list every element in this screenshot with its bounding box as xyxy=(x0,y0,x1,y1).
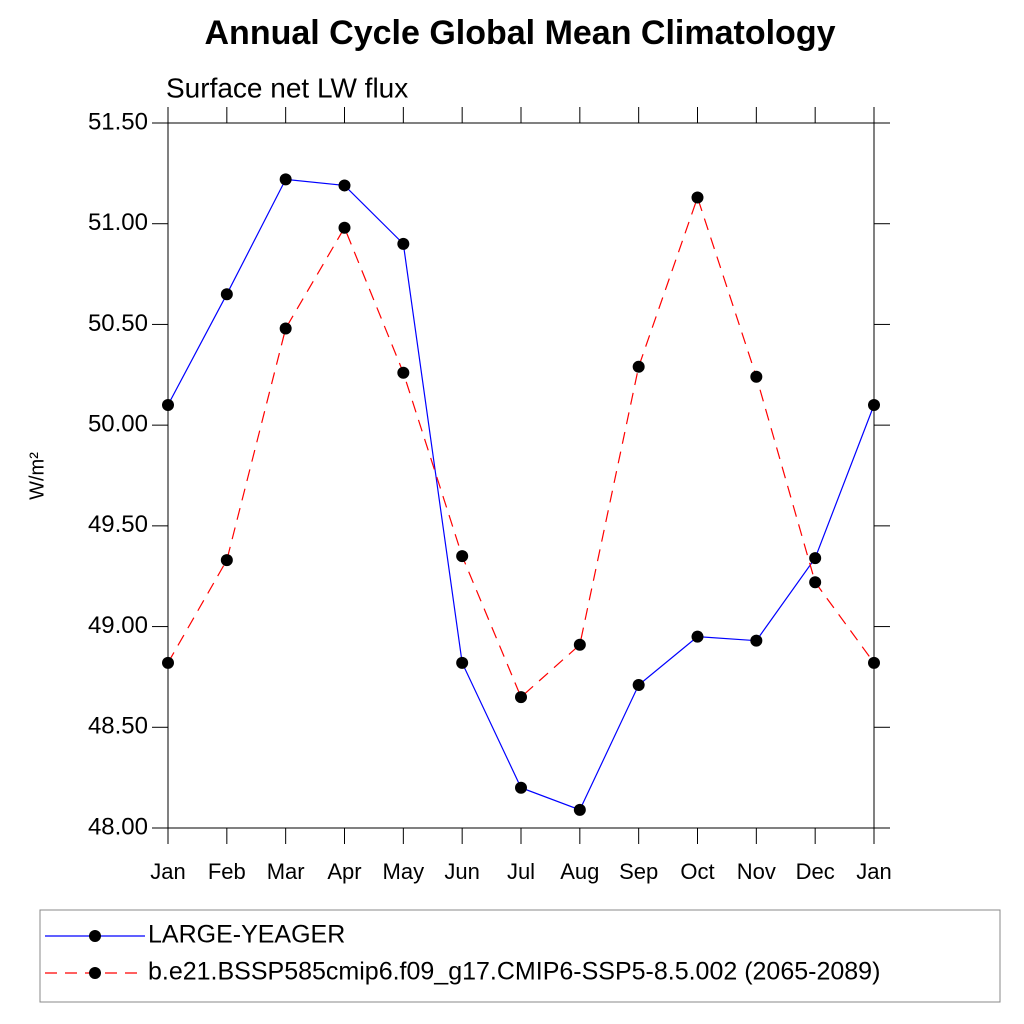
data-point xyxy=(397,237,410,250)
data-point xyxy=(456,656,469,669)
chart-subtitle: Surface net LW flux xyxy=(166,72,408,103)
data-point xyxy=(456,550,469,563)
data-point xyxy=(691,191,704,204)
y-tick-label: 48.00 xyxy=(88,813,148,840)
y-tick-label: 50.00 xyxy=(88,410,148,437)
data-point xyxy=(573,803,586,816)
data-point xyxy=(515,781,527,794)
legend-box xyxy=(39,909,1001,1003)
x-tick-label: Dec xyxy=(796,859,835,884)
x-tick-label: Mar xyxy=(267,859,305,884)
y-tick-label: 50.50 xyxy=(88,310,148,337)
x-tick-label: Jul xyxy=(507,859,535,884)
y-tick-label: 49.50 xyxy=(88,511,148,538)
data-point xyxy=(338,179,351,192)
data-point xyxy=(809,576,822,589)
data-point xyxy=(573,638,586,651)
data-point xyxy=(162,656,174,669)
y-axis-label: W/m² xyxy=(26,452,48,500)
data-point xyxy=(632,678,645,691)
legend-label: b.e21.BSSP585cmip6.f09_g17.CMIP6-SSP5-8.… xyxy=(148,958,880,986)
data-point xyxy=(220,554,233,567)
data-point xyxy=(691,630,704,643)
series-line xyxy=(167,195,875,699)
x-tick-label: Jan xyxy=(150,859,185,884)
data-point xyxy=(750,634,763,647)
data-point xyxy=(220,288,233,301)
x-tick-label: Jan xyxy=(856,859,891,884)
data-point xyxy=(632,360,645,373)
chart-title: Annual Cycle Global Mean Climatology xyxy=(205,14,836,52)
data-point xyxy=(750,370,763,383)
x-tick-label: Feb xyxy=(208,859,246,884)
x-tick-label: Jun xyxy=(444,859,479,884)
y-tick-label: 51.50 xyxy=(88,108,148,135)
data-point xyxy=(279,322,292,335)
plot-frame xyxy=(167,122,875,829)
series-line xyxy=(167,178,875,811)
data-point xyxy=(338,221,351,234)
x-tick-label: Aug xyxy=(560,859,599,884)
legend-label: LARGE-YEAGER xyxy=(148,921,345,949)
data-point xyxy=(279,173,292,186)
data-point xyxy=(868,656,880,669)
data-point xyxy=(162,399,174,411)
y-tick-label: 49.00 xyxy=(88,612,148,639)
x-tick-label: May xyxy=(383,859,425,884)
legend-marker xyxy=(89,967,101,979)
data-point xyxy=(809,552,822,565)
data-point xyxy=(868,399,880,411)
data-point xyxy=(515,691,527,704)
legend-marker xyxy=(89,930,101,942)
data-point xyxy=(397,366,410,379)
x-tick-label: Nov xyxy=(737,859,776,884)
x-tick-label: Sep xyxy=(619,859,658,884)
x-tick-label: Oct xyxy=(680,859,714,884)
y-tick-label: 51.00 xyxy=(88,209,148,236)
x-tick-label: Apr xyxy=(327,859,361,884)
y-tick-label: 48.50 xyxy=(88,713,148,740)
